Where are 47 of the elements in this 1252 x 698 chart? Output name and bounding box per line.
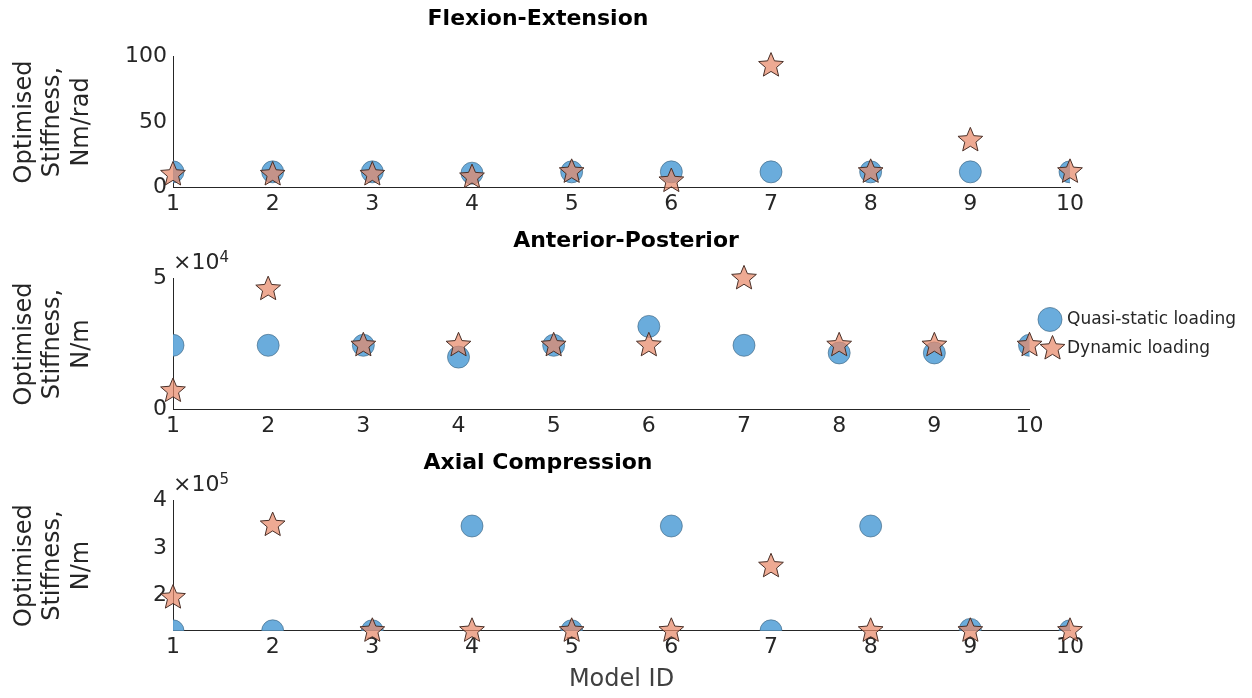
chart-title: Axial Compression: [423, 448, 653, 474]
y-tick-label: 100: [125, 42, 167, 68]
x-tick-label: 5: [564, 632, 579, 658]
chart-title: Anterior-Posterior: [513, 226, 740, 252]
x-tick-label: 3: [365, 632, 380, 658]
x-axis-title: Model ID: [568, 663, 675, 692]
x-tick-label: 8: [863, 189, 878, 215]
y-tick-label: 3: [153, 533, 167, 559]
legend-label: Quasi-static loading: [1067, 307, 1237, 328]
x-tick-label: 4: [465, 632, 479, 658]
x-tick-label: 4: [451, 411, 466, 437]
y-tick-label: 0: [153, 395, 167, 421]
y-tick-label: 4: [153, 486, 167, 512]
x-tick-label: 5: [564, 189, 579, 215]
y-tick-label: 50: [139, 107, 167, 133]
x-tick-label: 6: [664, 632, 679, 658]
x-tick-label: 2: [261, 411, 276, 437]
x-tick-label: 10: [1015, 411, 1044, 437]
x-tick-label: 6: [641, 411, 656, 437]
x-tick-label: 2: [265, 189, 280, 215]
y-axis-title: Optimised Stiffness, N/m: [8, 504, 95, 627]
x-tick-label: 3: [365, 189, 380, 215]
y-tick-label: 0: [153, 173, 167, 199]
x-tick-label: 1: [166, 189, 180, 215]
x-tick-label: 2: [265, 632, 280, 658]
y-tick-label: 2: [153, 580, 167, 606]
x-tick-label: 9: [963, 189, 978, 215]
x-tick-label: 1: [166, 411, 180, 437]
y-axis-title: Optimised Stiffness, Nm/rad: [8, 60, 95, 184]
legend-label: Dynamic loading: [1067, 336, 1211, 357]
y-axis-title: Optimised Stiffness, N/m: [8, 282, 95, 406]
x-tick-label: 5: [546, 411, 561, 437]
x-tick-label: 9: [927, 411, 942, 437]
x-tick-label: 3: [356, 411, 371, 437]
x-tick-label: 8: [832, 411, 847, 437]
x-tick-label: 9: [963, 632, 978, 658]
x-tick-label: 7: [764, 189, 778, 215]
x-tick-label: 1: [166, 632, 180, 658]
x-tick-label: 7: [737, 411, 752, 437]
x-tick-label: 8: [863, 632, 878, 658]
x-tick-label: 4: [465, 189, 479, 215]
x-tick-label: 10: [1056, 632, 1084, 658]
x-tick-label: 6: [664, 189, 679, 215]
x-tick-label: 10: [1056, 189, 1084, 215]
chart-title: Flexion-Extension: [427, 4, 649, 30]
x-tick-label: 7: [764, 632, 778, 658]
y-tick-label: 5: [153, 264, 167, 290]
